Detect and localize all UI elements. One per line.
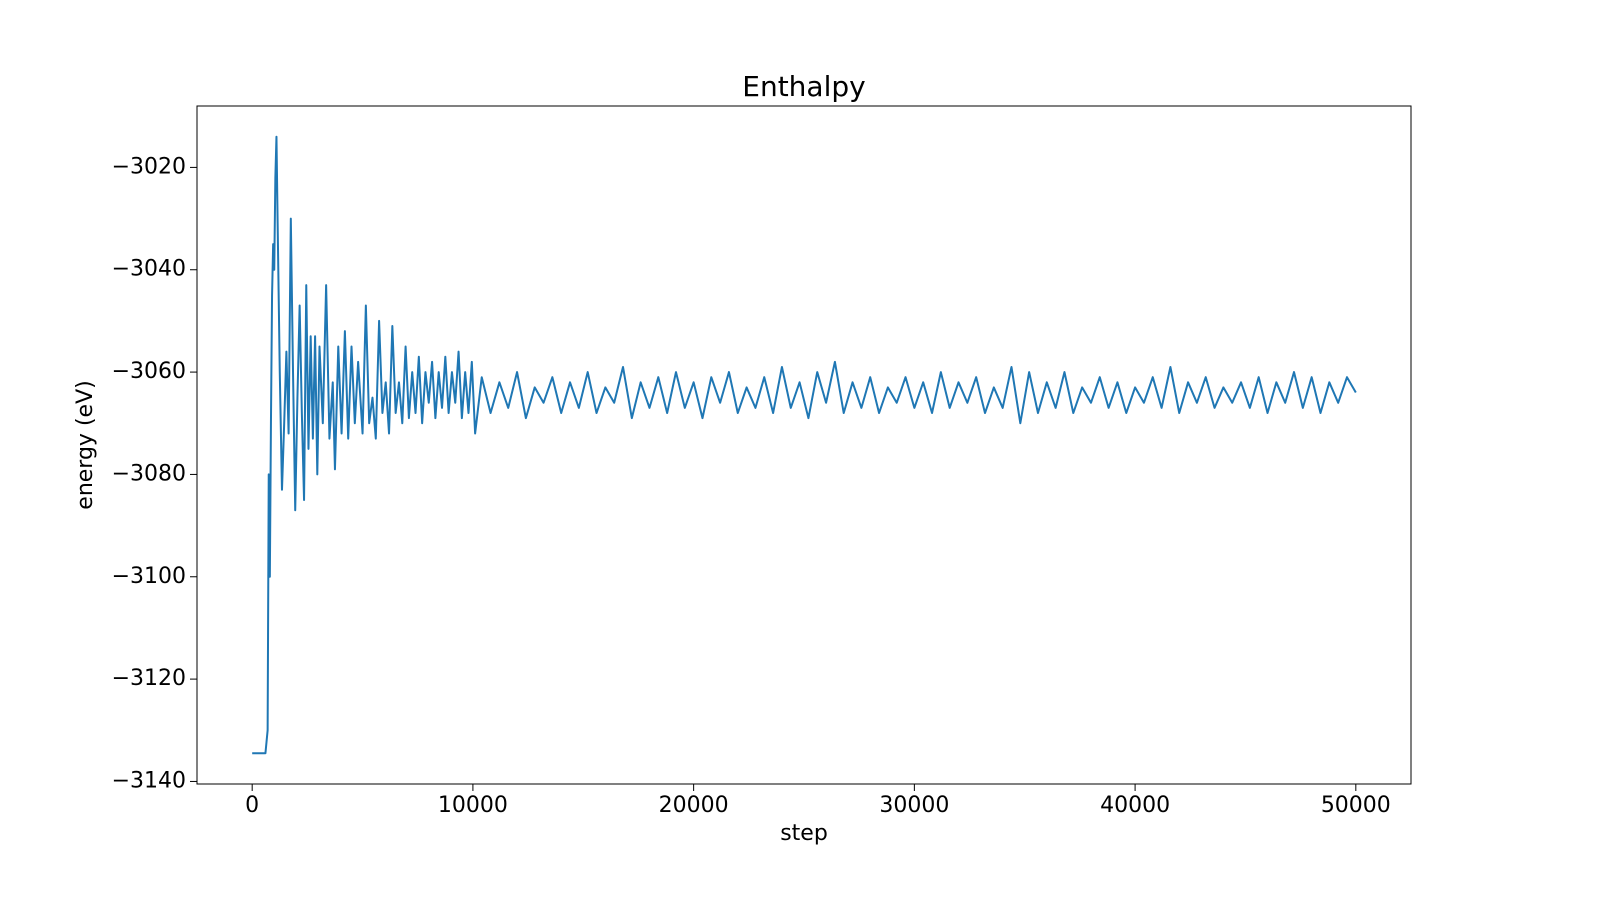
x-tick-label: 20000 <box>659 793 729 818</box>
y-tick-label: −3040 <box>112 257 186 282</box>
x-tick-label: 10000 <box>438 793 508 818</box>
y-tick-label: −3140 <box>112 768 186 793</box>
y-tick-label: −3120 <box>112 666 186 691</box>
data-line <box>252 135 1357 755</box>
y-tick-label: −3100 <box>112 564 186 589</box>
x-tick-label: 50000 <box>1321 793 1391 818</box>
x-tick-label: 0 <box>245 793 259 818</box>
x-tick-label: 40000 <box>1100 793 1170 818</box>
chart-title: Enthalpy <box>742 70 865 103</box>
plot-frame <box>196 105 1412 785</box>
y-tick-label: −3080 <box>112 461 186 486</box>
y-tick-label: −3020 <box>112 154 186 179</box>
y-tick-label: −3060 <box>112 359 186 384</box>
x-axis-label: step <box>780 821 828 846</box>
x-tick-label: 30000 <box>879 793 949 818</box>
y-axis-label: energy (eV) <box>73 380 98 509</box>
